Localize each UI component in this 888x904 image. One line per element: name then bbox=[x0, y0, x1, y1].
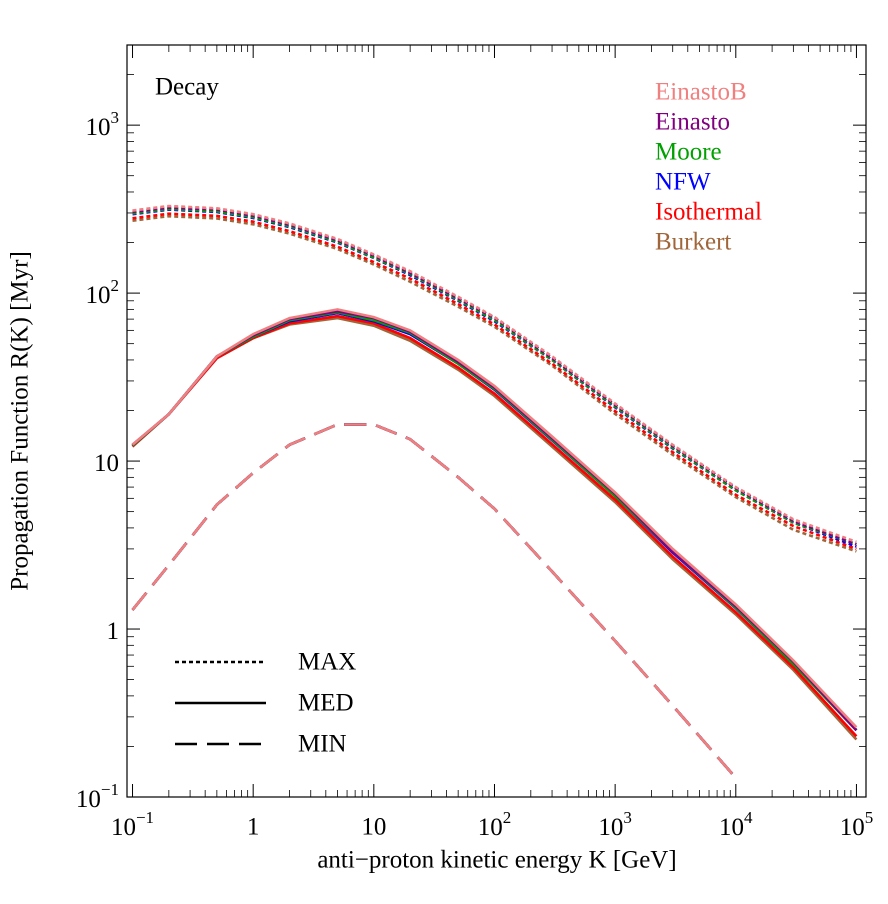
legend-entry: NFW bbox=[655, 169, 711, 196]
tick-exponent: 5 bbox=[865, 808, 874, 827]
y-tick-label: 10−1 bbox=[76, 780, 119, 813]
x-tick-label: 103 bbox=[598, 808, 632, 841]
series-line bbox=[131, 310, 858, 732]
series-line bbox=[132, 214, 857, 553]
y-tick-label: 10 bbox=[94, 450, 119, 477]
x-tick-label: 105 bbox=[840, 808, 874, 841]
tick-base: 10 bbox=[719, 814, 744, 841]
series-line bbox=[131, 423, 737, 779]
tick-base: 10 bbox=[86, 282, 111, 309]
tick-base: 10 bbox=[111, 814, 136, 841]
x-axis-label: anti−proton kinetic energy K [GeV] bbox=[317, 847, 676, 874]
series-line bbox=[131, 316, 858, 741]
series-line bbox=[131, 423, 737, 779]
legend-entry: MED bbox=[298, 690, 354, 717]
tick-base: 10 bbox=[86, 114, 111, 141]
x-tick-label: 1 bbox=[247, 814, 260, 841]
legend-entry: Moore bbox=[655, 139, 722, 166]
series-line bbox=[132, 212, 857, 551]
tick-exponent: 2 bbox=[111, 276, 120, 295]
legend-entry: EinastoB bbox=[655, 79, 747, 106]
tick-exponent: 4 bbox=[744, 808, 753, 827]
y-axis-label: Propagation Function R(K) [Myr] bbox=[7, 251, 34, 591]
x-tick-label: 10 bbox=[361, 814, 386, 841]
series-line bbox=[131, 308, 858, 729]
x-tick-label: 104 bbox=[719, 808, 753, 841]
legend-entry: Burkert bbox=[655, 229, 731, 256]
tick-exponent: −1 bbox=[136, 808, 154, 827]
series-line bbox=[131, 314, 858, 738]
tick-base: 10 bbox=[840, 814, 865, 841]
legend-entry: MAX bbox=[298, 649, 356, 676]
series-line bbox=[132, 204, 857, 544]
series-line bbox=[131, 423, 737, 779]
tick-base: 10 bbox=[598, 814, 623, 841]
y-tick-label: 102 bbox=[86, 276, 120, 309]
series-line bbox=[131, 311, 858, 732]
plot-frame bbox=[126, 44, 867, 798]
legend-entry: Einasto bbox=[655, 109, 730, 136]
tick-exponent: 3 bbox=[111, 108, 120, 127]
series-line bbox=[132, 206, 857, 546]
tick-base: 10 bbox=[478, 814, 503, 841]
x-tick-label: 10−1 bbox=[111, 808, 154, 841]
y-tick-label: 1 bbox=[107, 618, 120, 645]
series-line bbox=[131, 309, 858, 732]
x-tick-label: 102 bbox=[478, 808, 512, 841]
series-line bbox=[131, 423, 737, 779]
series-line bbox=[131, 423, 737, 779]
tick-base: 10 bbox=[76, 786, 101, 813]
y-tick-label: 103 bbox=[86, 108, 120, 141]
tick-exponent: 2 bbox=[503, 808, 512, 827]
plot-area bbox=[131, 204, 858, 779]
annotation: Decay bbox=[155, 74, 219, 101]
tick-exponent: −1 bbox=[101, 780, 119, 799]
legend-entry: Isothermal bbox=[655, 199, 762, 226]
tick-exponent: 3 bbox=[623, 808, 632, 827]
series-line bbox=[131, 423, 737, 779]
legend-entry: MIN bbox=[298, 731, 347, 758]
